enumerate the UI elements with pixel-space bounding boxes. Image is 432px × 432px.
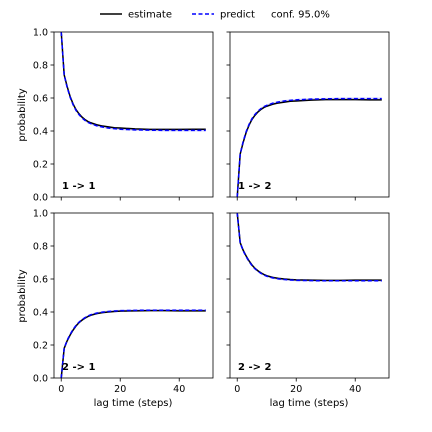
legend-confidence-label: conf. 95.0% bbox=[271, 10, 330, 21]
y-tick-label: 0.0 bbox=[33, 192, 48, 203]
estimate-line bbox=[236, 212, 382, 282]
subplot-2: 1 -> 2 bbox=[226, 31, 390, 201]
x-tick-label: 0 bbox=[58, 384, 64, 395]
x-axis-title-right: lag time (steps) bbox=[270, 398, 349, 409]
subplot-4: 0 20 40 2 -> 2 bbox=[226, 212, 390, 395]
panel-label: 1 -> 1 bbox=[62, 181, 95, 192]
legend-predict-label: predict bbox=[220, 10, 255, 21]
x-tick-label: 20 bbox=[114, 384, 126, 395]
y-tick-label: 1.0 bbox=[33, 208, 48, 219]
y-axis-title-top: probability bbox=[17, 88, 28, 141]
legend-estimate-label: estimate bbox=[128, 10, 172, 21]
y-tick-label: 0.8 bbox=[33, 241, 48, 252]
predict-line bbox=[60, 309, 206, 379]
plot-frame bbox=[229, 212, 390, 379]
x-tick-label: 20 bbox=[290, 384, 302, 395]
y-tick-label: 0.2 bbox=[33, 159, 48, 170]
confidence-band bbox=[61, 31, 206, 132]
x-axis-title-left: lag time (steps) bbox=[94, 398, 173, 409]
subplot-1: 0.0 0.2 0.4 0.6 0.8 1.0 1 -> 1 bbox=[33, 27, 214, 203]
panel-label: 2 -> 2 bbox=[238, 362, 271, 373]
y-tick-label: 0.4 bbox=[33, 307, 48, 318]
x-tick-label: 40 bbox=[349, 384, 361, 395]
panel-label: 1 -> 2 bbox=[238, 181, 271, 192]
plot-frame bbox=[53, 31, 214, 198]
y-axis-title-bottom: probability bbox=[17, 269, 28, 322]
predict-line bbox=[60, 31, 206, 132]
y-tick-label: 0.0 bbox=[33, 373, 48, 384]
y-tick-label: 0.8 bbox=[33, 60, 48, 71]
y-tick-label: 0.6 bbox=[33, 93, 48, 104]
legend: estimate predict conf. 95.0% bbox=[100, 10, 330, 21]
plot-frame bbox=[53, 212, 214, 379]
estimate-line bbox=[60, 31, 206, 131]
estimate-line bbox=[236, 98, 382, 198]
panel-label: 2 -> 1 bbox=[62, 362, 95, 373]
y-tick-label: 0.6 bbox=[33, 274, 48, 285]
plot-frame bbox=[229, 31, 390, 198]
y-tick-label: 1.0 bbox=[33, 27, 48, 38]
y-tick-label: 0.4 bbox=[33, 126, 48, 137]
subplot-3: 0.0 0.2 0.4 0.6 0.8 1.0 0 20 40 2 -> 1 bbox=[33, 208, 214, 395]
x-tick-label: 0 bbox=[234, 384, 240, 395]
x-tick-label: 40 bbox=[173, 384, 185, 395]
predict-line bbox=[236, 212, 382, 282]
y-tick-label: 0.2 bbox=[33, 340, 48, 351]
